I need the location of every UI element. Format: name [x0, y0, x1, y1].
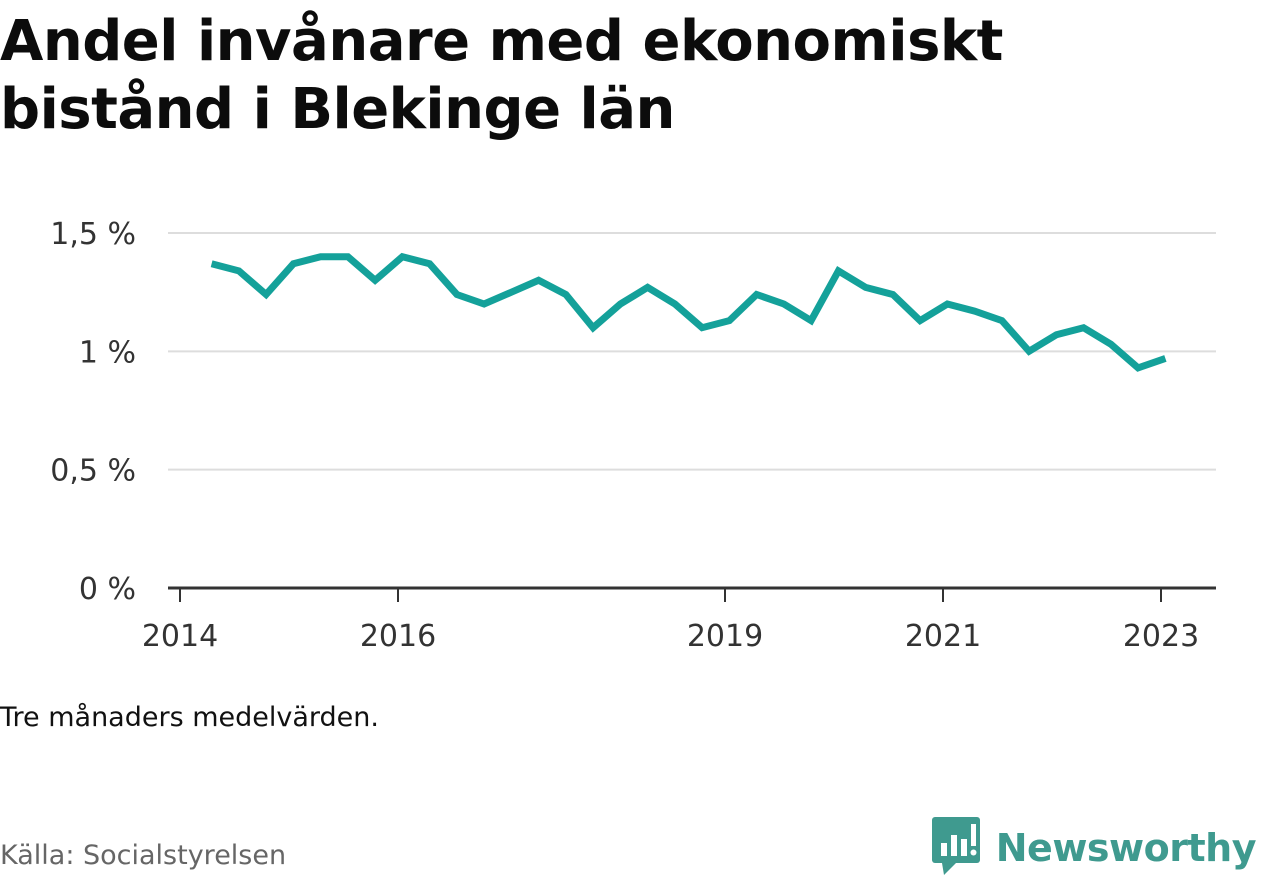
brand-logo[interactable]: Newsworthy [931, 815, 1257, 881]
brand-name: Newsworthy [995, 826, 1257, 870]
x-axis-ticks: 2014 2016 2019 2021 2023 [142, 588, 1199, 654]
y-tick-label: 1 % [79, 335, 136, 370]
y-axis-tick-labels: 0 % 0,5 % 1 % 1,5 % [50, 217, 136, 607]
chart-note: Tre månaders medelvärden. [0, 702, 379, 733]
y-tick-label: 1,5 % [50, 217, 136, 252]
x-tick-label: 2021 [905, 619, 981, 654]
series-line [210, 252, 1167, 372]
series-group [210, 252, 1167, 372]
y-tick-label: 0 % [79, 572, 136, 607]
chart-title: Andel invånare med ekonomiskt bistånd i … [0, 9, 1003, 142]
x-tick-label: 2014 [142, 619, 218, 654]
x-tick-label: 2016 [360, 619, 436, 654]
y-tick-label: 0,5 % [50, 454, 136, 489]
gridlines [168, 232, 1216, 471]
x-tick-label: 2023 [1123, 619, 1199, 654]
source-label: Källa: Socialstyrelsen [0, 840, 287, 871]
newsworthy-logo-icon [931, 815, 982, 881]
x-tick-label: 2019 [687, 619, 763, 654]
